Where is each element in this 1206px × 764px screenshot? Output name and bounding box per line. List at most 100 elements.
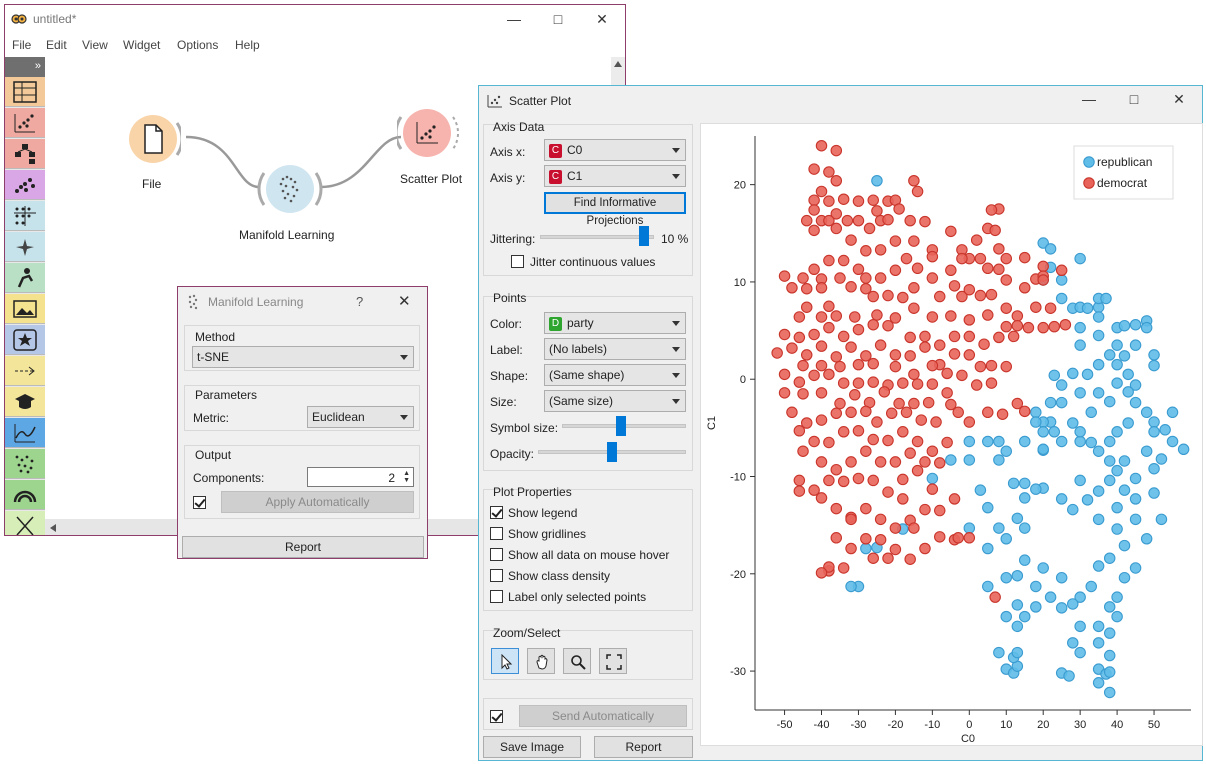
scatter-plot-area[interactable]: -50 -40 -30 -20 -10 0 10 20 30 40 50 -30 -20 -10 0 10 20… bbox=[700, 123, 1203, 746]
democrat-point[interactable] bbox=[837, 426, 850, 438]
republican-point[interactable] bbox=[1177, 443, 1190, 456]
democrat-point[interactable] bbox=[933, 531, 946, 543]
dna-icon[interactable] bbox=[5, 511, 45, 535]
democrat-point[interactable] bbox=[860, 405, 872, 418]
save-image-button[interactable]: Save Image bbox=[483, 736, 581, 758]
democrat-point[interactable] bbox=[963, 532, 976, 544]
democrat-point[interactable] bbox=[867, 433, 879, 446]
republican-point[interactable] bbox=[1148, 416, 1160, 428]
manifold-report-button[interactable]: Report bbox=[182, 536, 424, 558]
republican-point[interactable] bbox=[1092, 329, 1105, 342]
democrat-point[interactable] bbox=[919, 330, 931, 343]
democrat-point[interactable] bbox=[878, 386, 891, 398]
democrat-point[interactable] bbox=[908, 282, 920, 294]
democrat-point[interactable] bbox=[815, 311, 828, 323]
democrat-point[interactable] bbox=[860, 282, 872, 295]
republican-point[interactable] bbox=[1030, 580, 1042, 593]
republican-point[interactable] bbox=[1085, 580, 1097, 593]
democrat-point[interactable] bbox=[982, 262, 994, 275]
menu-help[interactable]: Help bbox=[235, 38, 260, 52]
democrat-point[interactable] bbox=[1030, 301, 1042, 313]
democrat-point[interactable] bbox=[808, 263, 820, 276]
democrat-point[interactable] bbox=[889, 264, 902, 277]
republican-point[interactable] bbox=[1111, 591, 1123, 603]
democrat-point[interactable] bbox=[882, 434, 894, 447]
democrat-point[interactable] bbox=[815, 185, 828, 198]
republican-point[interactable] bbox=[1037, 562, 1049, 574]
menu-widget[interactable]: Widget bbox=[123, 38, 161, 52]
republican-point[interactable] bbox=[1122, 386, 1134, 398]
democrat-point[interactable] bbox=[882, 289, 894, 302]
toolbox-expand-icon[interactable]: » bbox=[5, 57, 45, 77]
democrat-point[interactable] bbox=[874, 513, 887, 526]
show-legend-checkbox[interactable] bbox=[490, 506, 503, 519]
democrat-point[interactable] bbox=[830, 532, 843, 544]
democrat-point[interactable] bbox=[897, 473, 909, 486]
democrat-point[interactable] bbox=[834, 360, 846, 373]
metric-combo[interactable]: Euclidean bbox=[307, 406, 414, 428]
republican-point[interactable] bbox=[1018, 522, 1031, 534]
republican-point[interactable] bbox=[1000, 445, 1013, 457]
democrat-point[interactable] bbox=[908, 175, 920, 187]
democrat-point[interactable] bbox=[815, 139, 828, 152]
democrat-point[interactable] bbox=[778, 270, 791, 282]
republican-point[interactable] bbox=[1092, 387, 1105, 399]
democrat-point[interactable] bbox=[970, 234, 983, 246]
republican-point[interactable] bbox=[1103, 455, 1116, 467]
democrat-point[interactable] bbox=[963, 283, 976, 296]
democrat-point[interactable] bbox=[904, 350, 916, 362]
republican-point[interactable] bbox=[1018, 435, 1031, 448]
republican-point[interactable] bbox=[1081, 368, 1094, 381]
pointer-icon[interactable] bbox=[491, 648, 519, 674]
democrat-point[interactable] bbox=[904, 553, 916, 565]
democrat-point[interactable] bbox=[786, 282, 798, 294]
democrat-point[interactable] bbox=[852, 377, 865, 389]
republican-point[interactable] bbox=[1055, 602, 1068, 614]
democrat-point[interactable] bbox=[874, 456, 887, 468]
republican-point[interactable] bbox=[1148, 359, 1160, 372]
democrat-point[interactable] bbox=[867, 474, 879, 487]
republican-point[interactable] bbox=[1011, 620, 1024, 633]
democrat-point[interactable] bbox=[882, 319, 894, 332]
democrat-point[interactable] bbox=[1007, 330, 1020, 343]
republican-point[interactable] bbox=[1092, 513, 1105, 526]
republican-point[interactable] bbox=[982, 501, 994, 514]
republican-point[interactable] bbox=[993, 454, 1005, 466]
figure-icon[interactable] bbox=[5, 263, 45, 293]
scatter-purple-icon[interactable] bbox=[5, 170, 45, 200]
democrat-point[interactable] bbox=[885, 407, 898, 420]
democrat-point[interactable] bbox=[919, 341, 931, 353]
republican-point[interactable] bbox=[1166, 435, 1179, 448]
republican-point[interactable] bbox=[1092, 311, 1105, 323]
democrat-point[interactable] bbox=[830, 463, 843, 476]
democrat-point[interactable] bbox=[852, 472, 865, 485]
apply-button[interactable]: Apply Automatically bbox=[221, 491, 414, 513]
republican-point[interactable] bbox=[963, 522, 976, 534]
republican-point[interactable] bbox=[1129, 472, 1142, 485]
democrat-point[interactable] bbox=[893, 203, 905, 215]
republican-point[interactable] bbox=[1111, 501, 1123, 514]
republican-point[interactable] bbox=[1067, 598, 1079, 610]
scatter-icon[interactable] bbox=[5, 108, 45, 138]
democrat-point[interactable] bbox=[823, 321, 835, 334]
democrat-point[interactable] bbox=[956, 290, 968, 303]
democrat-point[interactable] bbox=[778, 387, 791, 399]
republican-point[interactable] bbox=[926, 472, 939, 485]
republican-point[interactable] bbox=[1007, 477, 1020, 490]
republican-point[interactable] bbox=[1074, 474, 1086, 487]
republican-point[interactable] bbox=[1000, 571, 1013, 584]
republican-point[interactable] bbox=[1067, 417, 1079, 429]
axis-y-combo[interactable]: C C1 bbox=[544, 165, 686, 187]
republican-point[interactable] bbox=[1081, 494, 1094, 506]
republican-point[interactable] bbox=[1092, 637, 1105, 649]
democrat-point[interactable] bbox=[930, 416, 942, 428]
republican-point[interactable] bbox=[1018, 492, 1031, 504]
democrat-point[interactable] bbox=[985, 377, 998, 389]
democrat-point[interactable] bbox=[963, 416, 976, 428]
republican-point[interactable] bbox=[1055, 396, 1068, 409]
democrat-point[interactable] bbox=[893, 397, 905, 410]
label-combo[interactable]: (No labels) bbox=[544, 338, 686, 360]
republican-point[interactable] bbox=[1155, 513, 1168, 526]
democrat-point[interactable] bbox=[808, 224, 820, 237]
democrat-point[interactable] bbox=[897, 426, 909, 438]
